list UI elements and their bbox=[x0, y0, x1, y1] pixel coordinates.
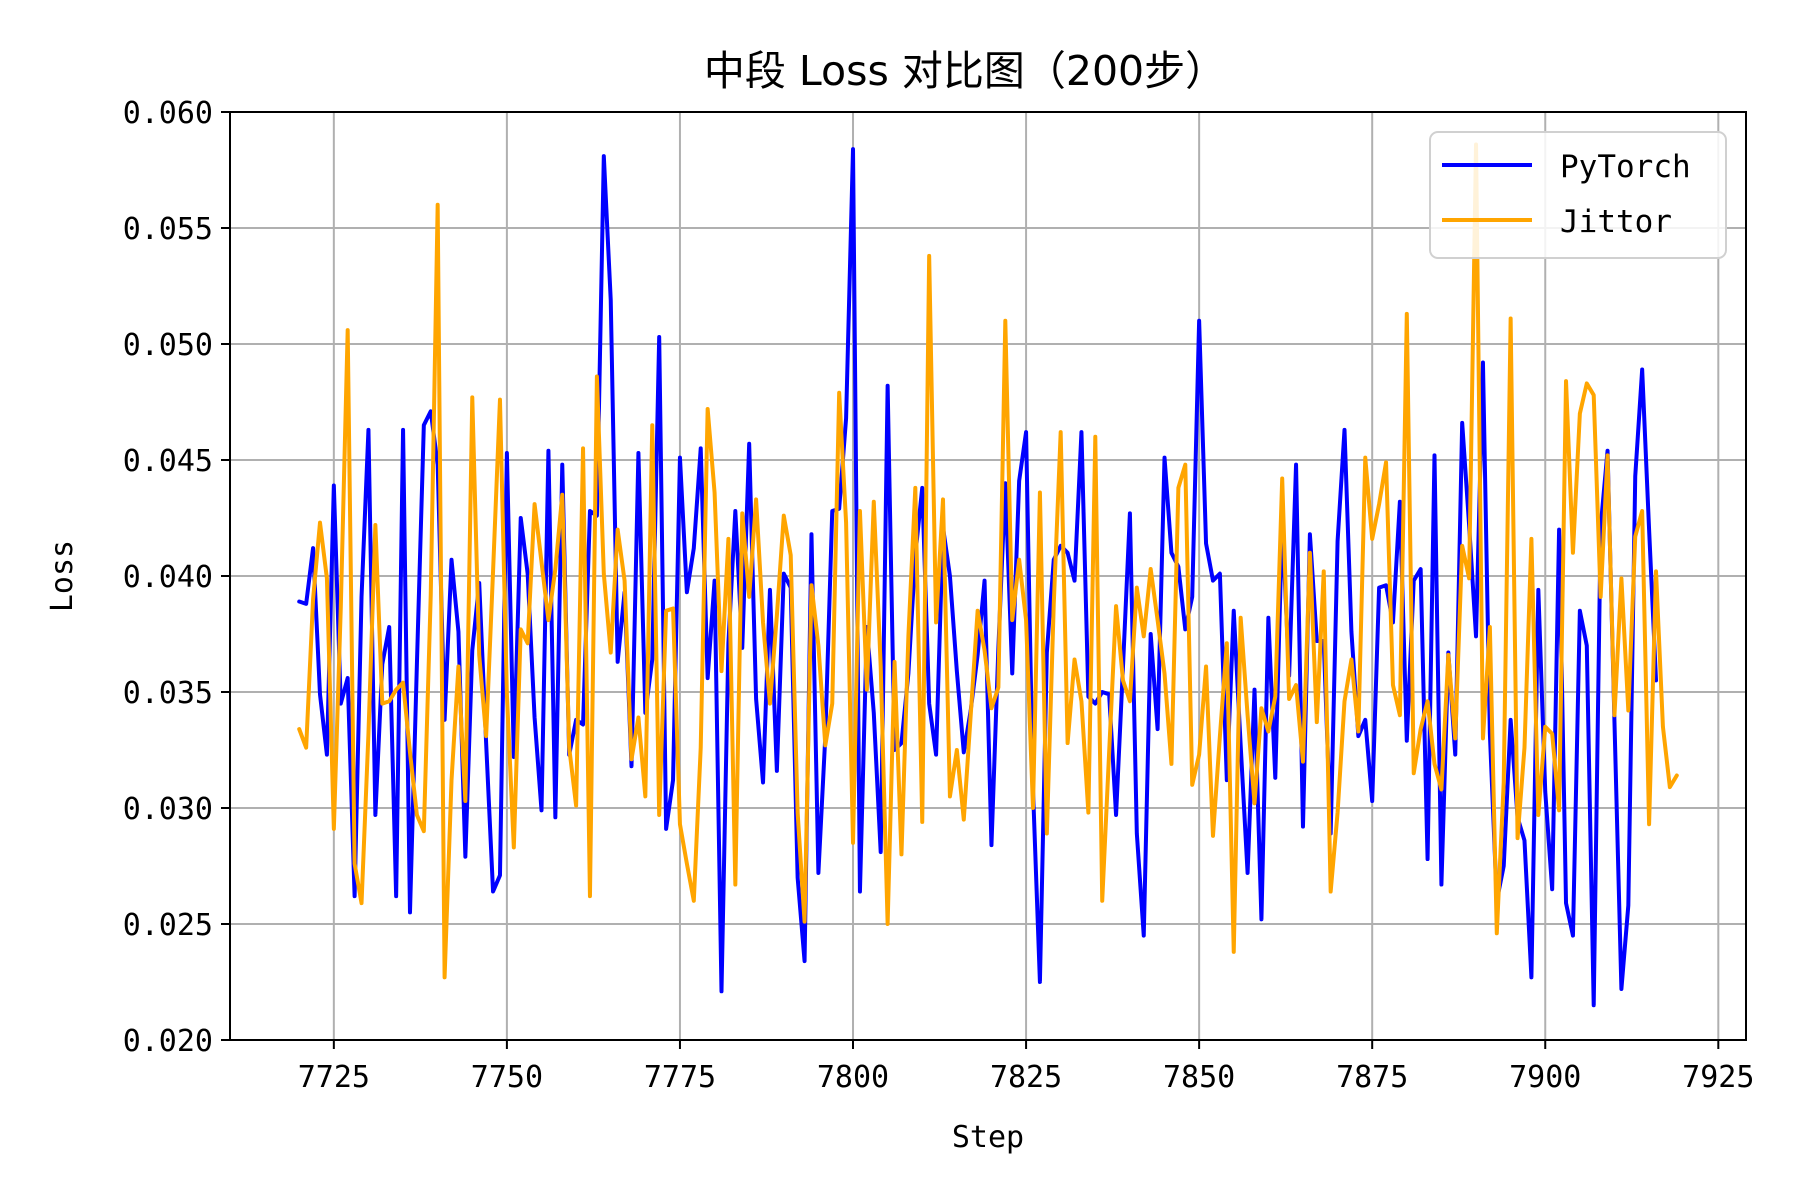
x-tick-label: 7825 bbox=[990, 1060, 1062, 1095]
series-lines bbox=[297, 142, 1679, 1008]
x-tick-label: 7750 bbox=[471, 1060, 543, 1095]
y-tick-label: 0.020 bbox=[123, 1024, 213, 1059]
y-tick-label: 0.030 bbox=[123, 792, 213, 827]
y-tick-label: 0.045 bbox=[123, 444, 213, 479]
legend-label-pytorch: PyTorch bbox=[1560, 149, 1691, 185]
chart-title: 中段 Loss 对比图（200步） bbox=[704, 47, 1226, 95]
y-tick-label: 0.035 bbox=[123, 676, 213, 711]
x-axis-label: Step bbox=[952, 1120, 1024, 1155]
x-tick-label: 7900 bbox=[1509, 1060, 1581, 1095]
plot-frame bbox=[229, 111, 1747, 1041]
x-tick-label: 7775 bbox=[644, 1060, 716, 1095]
y-axis-label: Loss bbox=[45, 540, 80, 612]
x-tick-label: 7875 bbox=[1336, 1060, 1408, 1095]
y-tick-label: 0.025 bbox=[123, 908, 213, 943]
x-tick-label: 7925 bbox=[1682, 1060, 1754, 1095]
legend: PyTorch Jittor bbox=[1429, 131, 1727, 259]
y-tick-label: 0.040 bbox=[123, 560, 213, 595]
axis-ticks: 7725 7750 7775 7800 7825 7850 7875 7900 7925 0.02… bbox=[123, 96, 1755, 1095]
legend-label-jittor: Jittor bbox=[1560, 204, 1672, 240]
x-tick-label: 7800 bbox=[817, 1060, 889, 1095]
y-tick-label: 0.055 bbox=[123, 212, 213, 247]
y-tick-label: 0.060 bbox=[123, 96, 213, 131]
y-tick-label: 0.050 bbox=[123, 328, 213, 363]
series-line-jittor bbox=[297, 142, 1679, 980]
x-tick-label: 7850 bbox=[1163, 1060, 1235, 1095]
x-tick-label: 7725 bbox=[298, 1060, 370, 1095]
